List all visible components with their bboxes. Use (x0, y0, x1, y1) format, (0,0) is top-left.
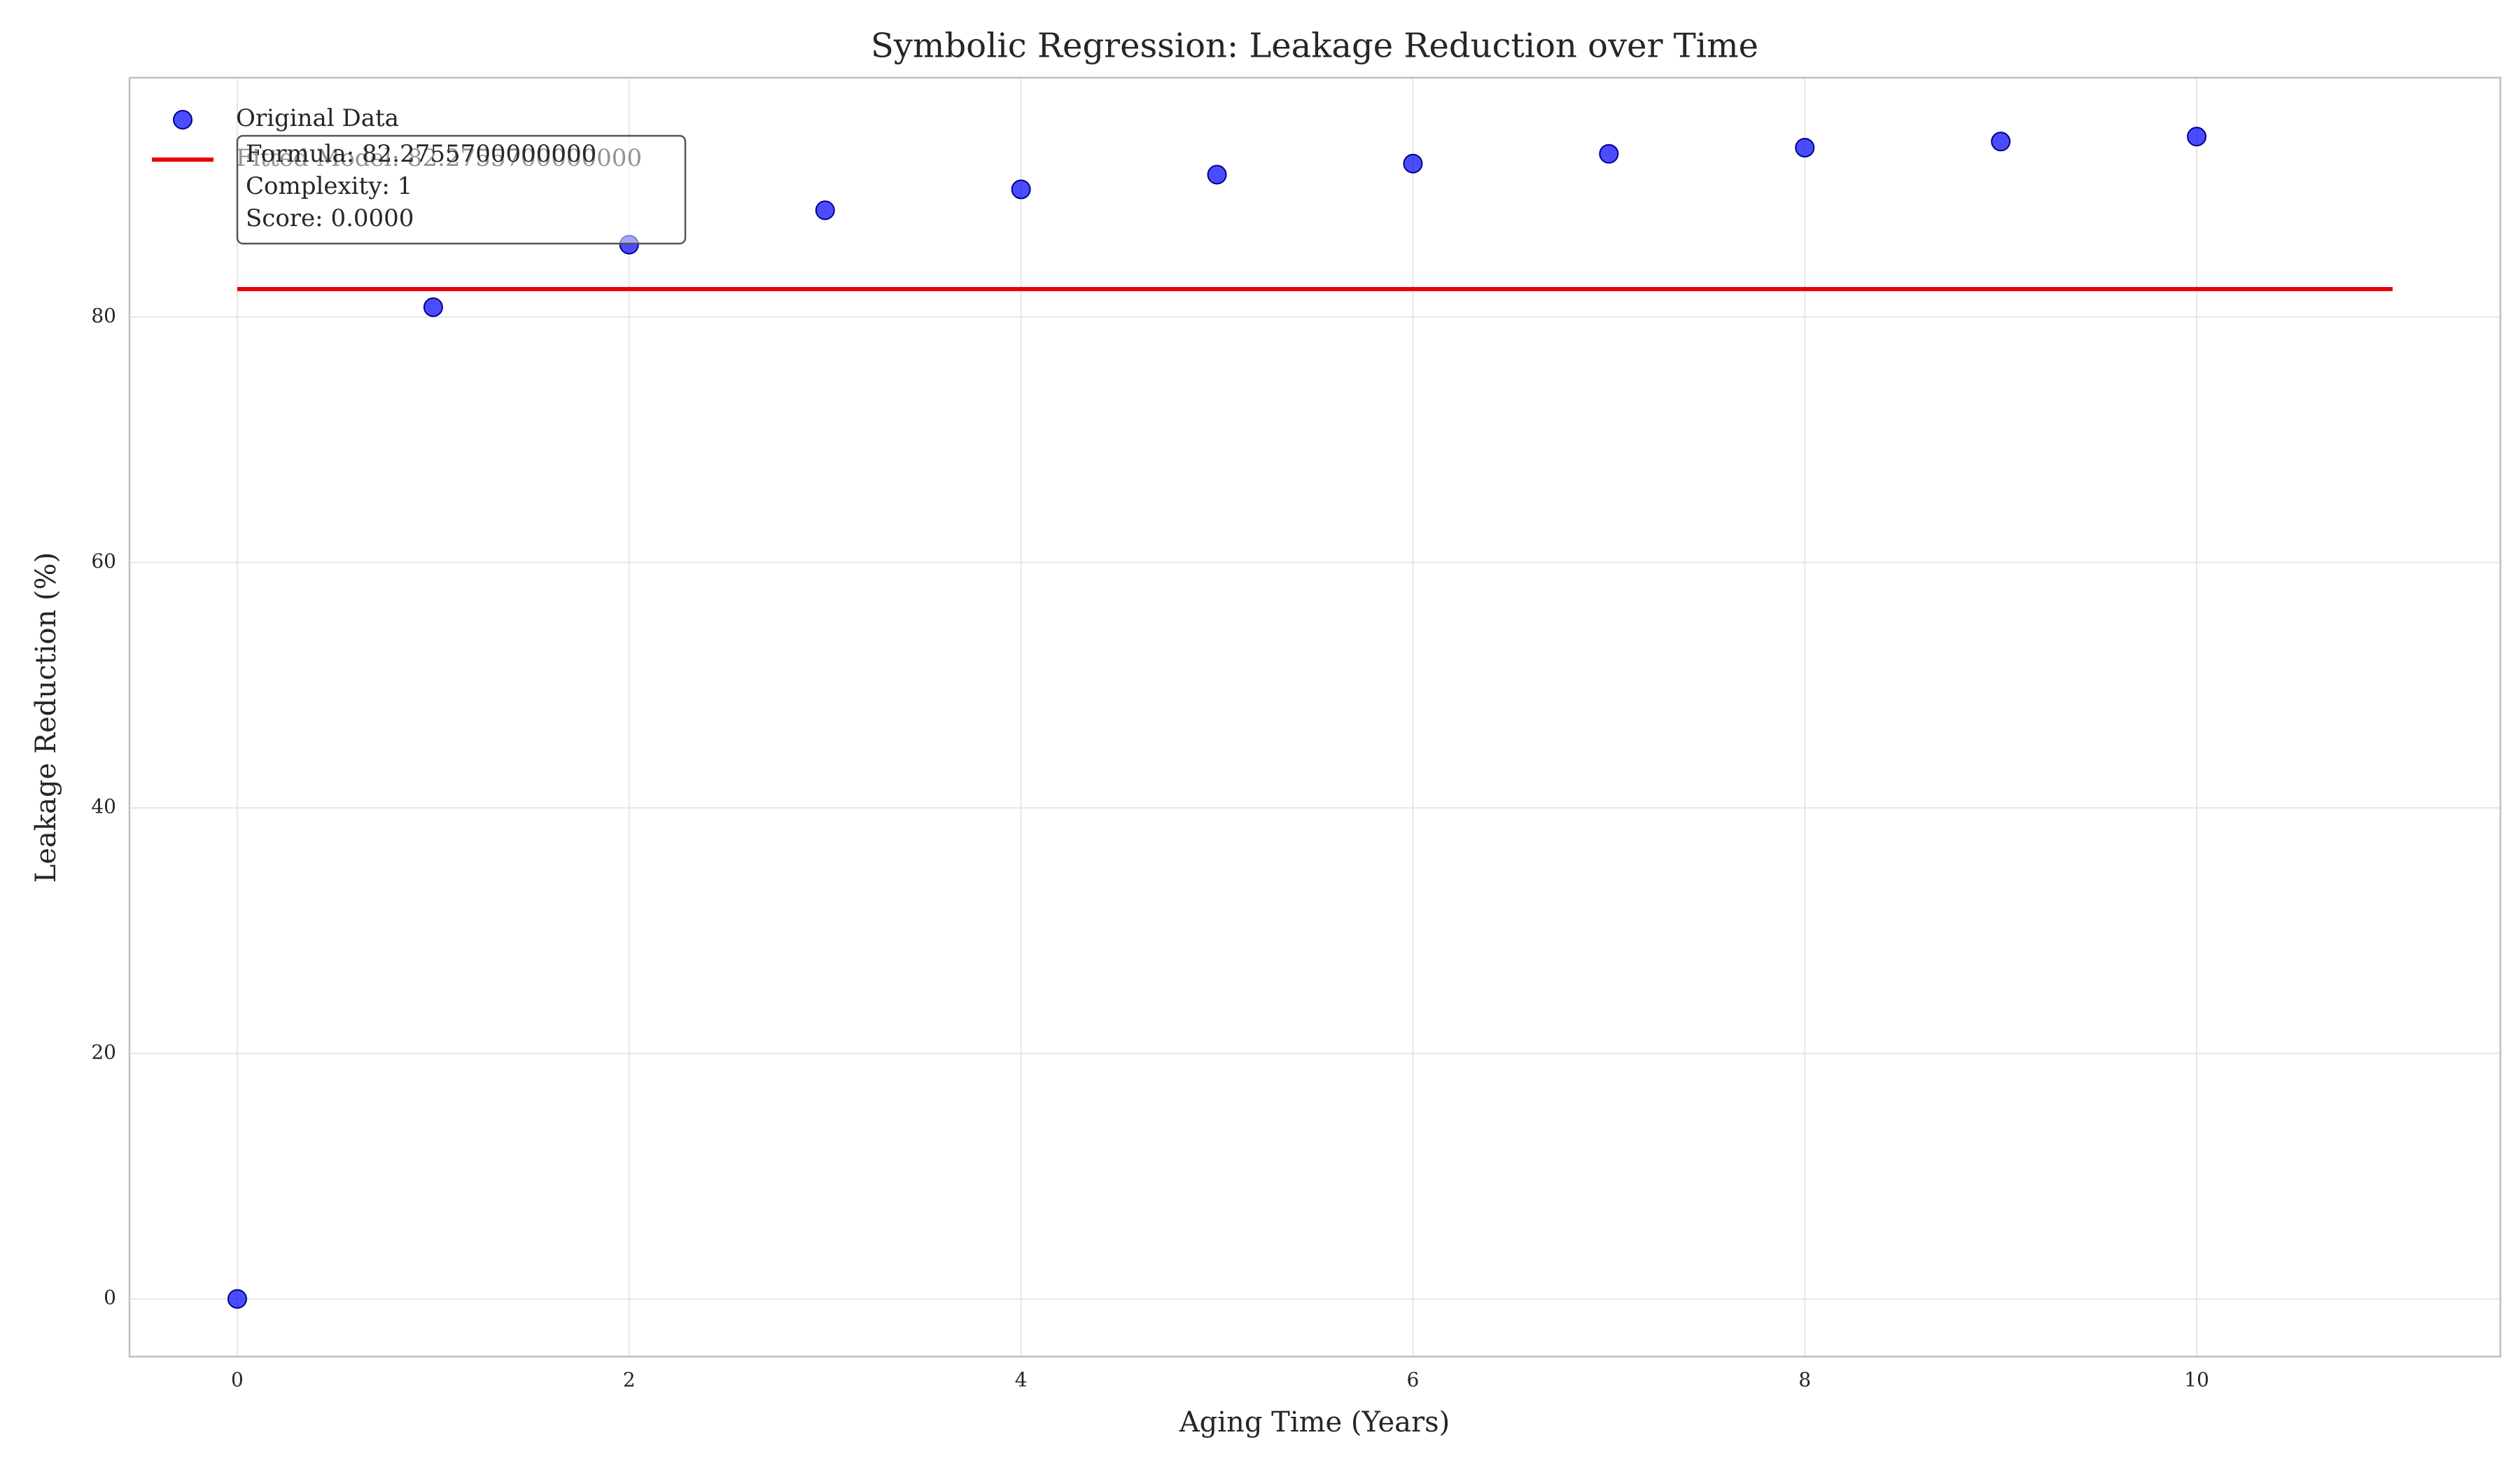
y-tick-label: 60 (91, 550, 116, 573)
x-tick-label: 2 (623, 1368, 636, 1392)
legend-label: Original Data (236, 104, 399, 132)
data-point (423, 297, 443, 317)
legend-marker (173, 110, 192, 130)
data-point (1011, 179, 1031, 200)
annotation-text: Score: 0.0000 (246, 204, 414, 232)
data-point (1403, 153, 1423, 174)
x-tick-label: 6 (1407, 1368, 1420, 1392)
y-tick-label: 0 (104, 1286, 116, 1309)
x-tick-label: 0 (231, 1368, 244, 1392)
plot-frame (128, 76, 2502, 1358)
data-point (815, 200, 835, 220)
annotation-box (236, 134, 687, 245)
x-tick-label: 8 (1798, 1368, 1811, 1392)
y-tick-label: 20 (91, 1040, 116, 1063)
chart-title: Symbolic Regression: Leakage Reduction o… (871, 27, 1758, 66)
data-point (1207, 164, 1227, 185)
data-point (2187, 127, 2207, 147)
data-point (1795, 137, 1815, 158)
y-axis-label: Leakage Reduction (%) (30, 552, 62, 883)
annotation-text: Formula: 82.2755700000000 (246, 140, 596, 168)
data-point (227, 1289, 247, 1309)
data-point (1991, 132, 2011, 152)
x-axis-label: Aging Time (Years) (1179, 1406, 1450, 1438)
annotation-text: Complexity: 1 (246, 172, 412, 200)
y-tick-label: 40 (91, 795, 116, 818)
data-point (1599, 144, 1619, 164)
y-tick-label: 80 (91, 304, 116, 327)
x-tick-label: 4 (1015, 1368, 1028, 1392)
x-tick-label: 10 (2184, 1368, 2209, 1392)
